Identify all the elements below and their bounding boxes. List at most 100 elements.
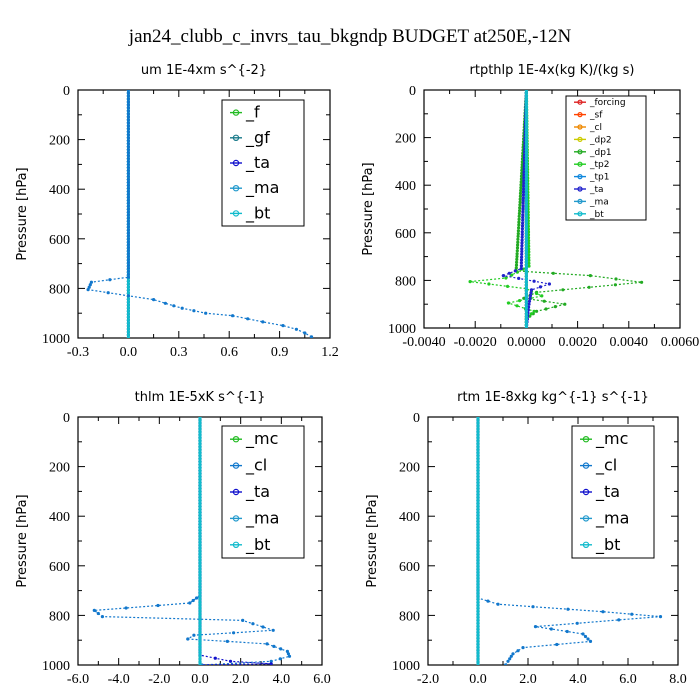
data-point [519, 266, 523, 271]
legend-label: _cl [589, 123, 602, 133]
data-point [126, 138, 130, 143]
data-point [511, 652, 515, 656]
x-tick-label: 4.0 [273, 672, 291, 687]
data-point [476, 442, 480, 446]
data-point [508, 657, 512, 661]
data-point [198, 561, 202, 566]
data-point [198, 564, 202, 569]
data-point [87, 285, 91, 289]
data-point [198, 588, 202, 592]
data-point [126, 100, 130, 104]
data-point [192, 633, 196, 637]
legend-label: _tp1 [589, 173, 609, 183]
data-point [527, 302, 531, 306]
data-point [294, 327, 298, 331]
data-point [524, 303, 529, 307]
data-point [476, 627, 480, 631]
data-point [521, 218, 525, 222]
data-point [527, 264, 531, 268]
data-point [524, 131, 529, 135]
data-point [563, 302, 567, 306]
data-point [516, 240, 520, 244]
data-point [195, 596, 199, 600]
data-point [198, 546, 202, 551]
data-point [588, 639, 593, 644]
x-tick-label: 0.0 [469, 672, 487, 687]
data-point [524, 111, 529, 115]
legend-marker [232, 184, 240, 192]
data-point [476, 537, 480, 542]
data-point [198, 633, 202, 637]
data-point [476, 612, 480, 616]
y-tick-label: 200 [49, 461, 70, 476]
data-point [126, 153, 130, 157]
data-point [524, 117, 529, 121]
data-point [476, 564, 480, 569]
x-tick-label: 0.6 [220, 345, 238, 360]
data-point [476, 597, 480, 601]
x-tick-label: 0.9 [271, 345, 289, 360]
data-point [524, 137, 529, 141]
y-tick-label: 1000 [42, 659, 70, 674]
data-point [198, 609, 202, 613]
data-point [524, 251, 529, 255]
data-point [126, 291, 130, 295]
data-point [515, 254, 519, 259]
data-point [198, 612, 202, 616]
data-point [524, 105, 529, 109]
data-point [198, 481, 202, 485]
data-point [126, 242, 130, 247]
data-point [521, 190, 526, 194]
data-point [198, 615, 202, 619]
legend: _mc _cl _ta _ma _bt [221, 425, 305, 559]
data-point [126, 237, 130, 241]
data-point [198, 439, 202, 443]
legend-marker [577, 211, 583, 217]
data-point [198, 549, 202, 554]
data-point [524, 203, 529, 207]
data-point [524, 140, 529, 144]
data-point [126, 165, 130, 169]
data-point [519, 180, 523, 184]
legend-label: _f [245, 103, 260, 123]
data-point [198, 517, 202, 521]
x-tick-label: -2.0 [148, 672, 170, 687]
data-point [518, 200, 522, 204]
data-point [524, 314, 529, 319]
data-point [126, 183, 130, 187]
data-point [524, 197, 529, 201]
data-point [198, 514, 202, 518]
data-point [506, 301, 511, 305]
data-point [532, 309, 536, 313]
y-tick-label: 800 [399, 609, 420, 624]
data-point [126, 306, 130, 310]
data-point [188, 601, 192, 605]
legend-label: _ma [245, 178, 279, 198]
data-point [524, 312, 529, 316]
legend-marker [582, 541, 590, 549]
data-point [507, 271, 511, 275]
data-point [476, 523, 480, 527]
data-point [524, 134, 529, 138]
data-point [309, 336, 314, 338]
data-point [126, 266, 130, 270]
data-point [524, 266, 529, 270]
data-point [476, 417, 480, 419]
y-tick-label: 800 [49, 609, 70, 624]
data-point [524, 211, 529, 215]
data-point [186, 637, 190, 641]
data-point [198, 642, 202, 646]
data-point [198, 448, 202, 452]
data-point [476, 651, 480, 655]
x-tick-label: -0.3 [67, 345, 89, 360]
series-group [86, 90, 314, 338]
data-point [281, 324, 285, 328]
data-point [518, 206, 522, 210]
data-point [524, 260, 529, 264]
data-point [524, 223, 529, 227]
legend-marker [232, 436, 240, 443]
data-point [630, 612, 634, 616]
data-point [476, 573, 480, 578]
data-point [126, 279, 130, 283]
